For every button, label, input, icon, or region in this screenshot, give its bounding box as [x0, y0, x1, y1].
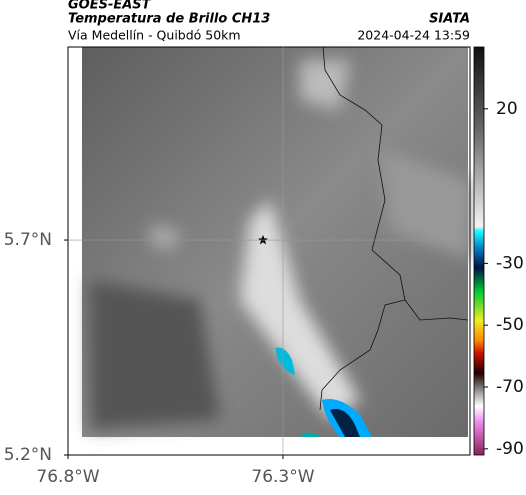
y-tick-label: 5.2°N: [4, 445, 52, 465]
colorbar: [473, 46, 485, 456]
x-tick-label: 76.3°W: [251, 467, 314, 487]
org: SIATA: [429, 12, 470, 27]
subtitle: Vía Medellín - Quibdó 50km: [68, 28, 241, 43]
colorbar-tick-label: -70: [496, 377, 524, 397]
map-frame: [67, 46, 471, 456]
colorbar-tick-label: -90: [496, 439, 524, 459]
satellite-image: [82, 46, 470, 437]
y-tick-label: 5.7°N: [4, 230, 52, 250]
x-tick-label: 76.8°W: [36, 467, 99, 487]
colorbar-tick-label: -50: [496, 315, 524, 335]
colorbar-tick-label: -30: [496, 253, 524, 273]
colorbar-tick-label: 20: [496, 99, 518, 119]
datetime: 2024-04-24 13:59: [357, 28, 470, 43]
title: Temperatura de Brillo CH13: [68, 12, 270, 27]
source: GOES-EAST: [68, 0, 152, 13]
